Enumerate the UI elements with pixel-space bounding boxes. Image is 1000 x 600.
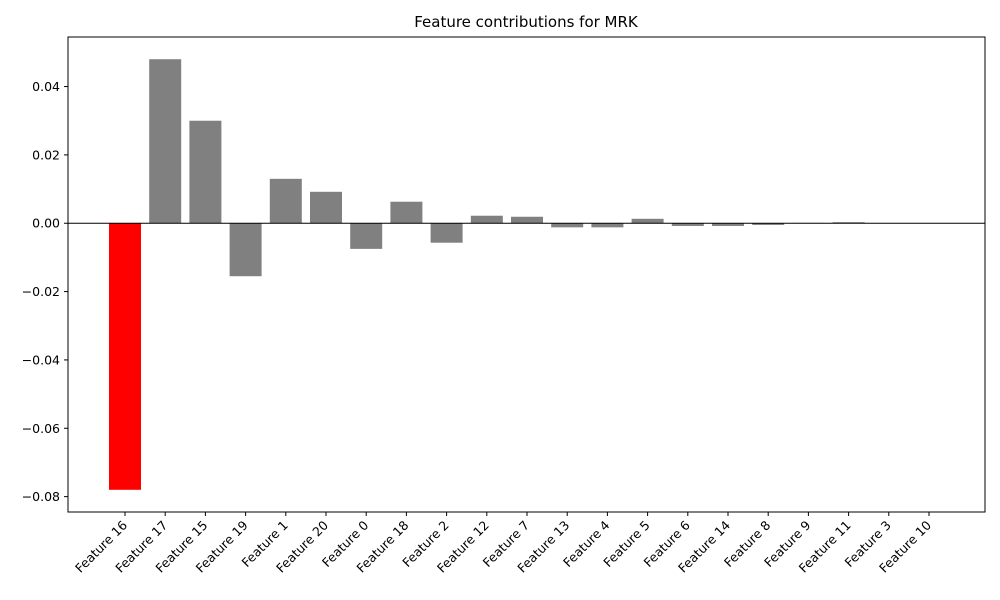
bar-feature-7 xyxy=(511,216,543,224)
bar-feature-16 xyxy=(109,223,141,490)
bar-feature-0 xyxy=(350,223,383,249)
bar-feature-1 xyxy=(269,178,302,224)
bars-group xyxy=(109,59,865,490)
bar-feature-12 xyxy=(470,215,503,224)
bar-feature-11 xyxy=(832,222,865,224)
plot-frame xyxy=(67,36,986,513)
bar-feature-20 xyxy=(310,191,342,224)
bar-feature-18 xyxy=(390,201,423,224)
y-tick-label: 0.00 xyxy=(32,216,60,231)
bar-feature-2 xyxy=(430,223,463,243)
y-tick-label: −0.02 xyxy=(22,284,60,299)
y-tick-label: 0.04 xyxy=(32,79,60,94)
bar-feature-14 xyxy=(712,223,744,226)
bar-feature-17 xyxy=(149,59,182,224)
y-tick-label: −0.04 xyxy=(22,352,60,367)
y-tick-label: −0.08 xyxy=(22,489,60,504)
bar-feature-8 xyxy=(752,223,785,225)
bar-feature-13 xyxy=(551,223,584,228)
bar-feature-19 xyxy=(229,223,262,277)
bar-feature-6 xyxy=(671,223,704,226)
y-tick-label: 0.02 xyxy=(32,147,60,162)
chart-title: Feature contributions for MRK xyxy=(414,13,639,31)
bar-feature-5 xyxy=(631,218,664,224)
y-axis: −0.08 −0.06 −0.04 −0.02 0.00 0.02 0.04 xyxy=(22,79,68,504)
bar-feature-4 xyxy=(591,223,624,228)
y-tick-label: −0.06 xyxy=(22,421,60,436)
bar-feature-15 xyxy=(189,120,222,224)
